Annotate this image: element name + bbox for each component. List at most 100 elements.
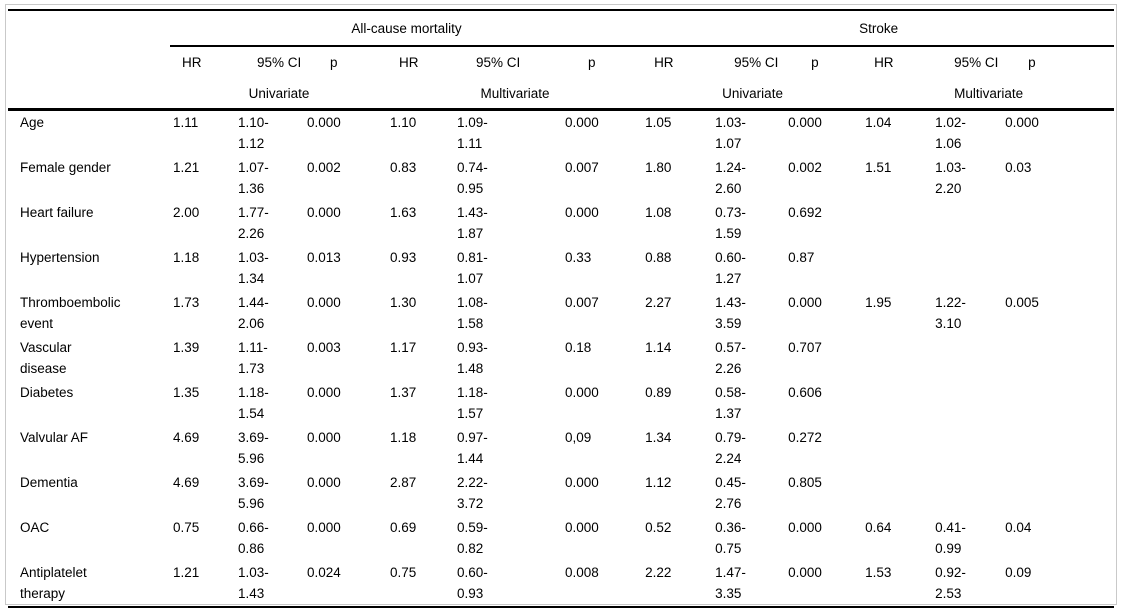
p-value: 0.005: [1005, 295, 1039, 310]
hr-value: 0.93: [390, 250, 417, 265]
hr-value: 2.87: [390, 475, 417, 490]
p-value: [1002, 336, 1114, 381]
row-label: Diabetes: [20, 385, 74, 400]
p-value: 0.272: [788, 430, 822, 445]
ci-value: 1.47- 3.35: [715, 565, 746, 601]
hr-value: 1.34: [645, 430, 672, 445]
ci-value: 1.44- 2.06: [238, 295, 269, 331]
ci-value: 0.92- 2.53: [935, 565, 966, 601]
hr-value: 1.30: [390, 295, 417, 310]
ci-value: 0.73- 1.59: [715, 205, 746, 241]
ci-value: 0.79- 2.24: [715, 430, 746, 466]
hr-value: 0.83: [390, 160, 417, 175]
hr-value: 1.51: [865, 160, 892, 175]
p-value: 0.008: [565, 565, 599, 580]
col-header-p: p: [1028, 55, 1036, 70]
ci-value: [932, 336, 1002, 381]
results-table: All-cause mortality Stroke HR 95% CI p H…: [8, 9, 1115, 608]
ci-value: 1.22- 3.10: [935, 295, 966, 331]
p-value: 0.002: [307, 160, 341, 175]
hr-value: 1.37: [390, 385, 417, 400]
ci-value: 1.77- 2.26: [238, 205, 269, 241]
group-header-row: All-cause mortality Stroke: [8, 10, 1115, 47]
hr-value: 1.21: [173, 160, 200, 175]
col-header-p: p: [330, 55, 338, 70]
hr-value: 1.04: [865, 115, 892, 130]
p-value: 0.007: [565, 160, 599, 175]
ci-value: 0.60- 1.27: [715, 250, 746, 286]
row-label: Age: [20, 115, 45, 130]
hr-value: 1.11: [173, 115, 199, 130]
hr-value: 1.14: [645, 340, 672, 355]
ci-value: [932, 246, 1002, 291]
ci-value: 1.18- 1.54: [238, 385, 269, 421]
ci-value: 0.74- 0.95: [457, 160, 488, 196]
row-label: Valvular AF: [20, 430, 89, 445]
ci-value: [932, 471, 1002, 516]
hr-value: 1.80: [645, 160, 672, 175]
ci-value: 1.03- 2.20: [935, 160, 966, 196]
col-header-ci: 95% CI: [476, 55, 521, 70]
row-label: Hypertension: [20, 250, 100, 265]
p-value: 0.000: [788, 295, 822, 310]
hr-value: 0.89: [645, 385, 672, 400]
hr-value: [862, 246, 932, 291]
hr-value: 1.08: [645, 205, 672, 220]
ci-value: 0.36- 0.75: [715, 520, 746, 556]
p-value: 0.03: [1005, 160, 1032, 175]
hr-value: [862, 201, 932, 246]
col-header-hr: HR: [399, 55, 419, 70]
ci-value: 0.93- 1.48: [457, 340, 488, 376]
analysis-header-multivariate: Multivariate: [387, 78, 643, 111]
hr-value: 1.35: [173, 385, 200, 400]
ci-value: 1.08- 1.58: [457, 295, 488, 331]
analysis-header-univariate: Univariate: [642, 78, 863, 111]
col-header-ci: 95% CI: [954, 55, 999, 70]
ci-value: 1.11- 1.73: [238, 340, 268, 376]
analysis-header-row: Univariate Multivariate Univariate Multi…: [8, 78, 1115, 111]
table-row: Female gender 1.21 1.07- 1.36 0.002 0.83…: [8, 156, 1114, 201]
p-value: 0.000: [1005, 115, 1039, 130]
hr-value: [862, 471, 932, 516]
empty-label-cell: [8, 78, 170, 111]
p-value: 0.000: [307, 205, 341, 220]
p-value: 0.024: [307, 565, 341, 580]
p-value: 0.000: [565, 520, 599, 535]
p-value: 0.33: [565, 250, 592, 265]
row-label: Antiplatelet therapy: [20, 565, 87, 601]
p-value: 0.003: [307, 340, 341, 355]
ci-value: 3.69- 5.96: [238, 430, 269, 466]
table-header: All-cause mortality Stroke HR 95% CI p H…: [8, 10, 1115, 111]
hr-value: 0.75: [173, 520, 200, 535]
ci-value: 0.41- 0.99: [935, 520, 966, 556]
row-label: Thromboembolic event: [20, 295, 121, 331]
p-value: [1002, 381, 1114, 426]
p-value: 0.000: [307, 430, 341, 445]
row-label: Heart failure: [20, 205, 94, 220]
hr-value: 0.88: [645, 250, 672, 265]
hr-value: 1.12: [645, 475, 672, 490]
table-body: Age 1.11 1.10- 1.12 0.000 1.10 1.09- 1.1…: [8, 110, 1114, 608]
p-value: 0.002: [788, 160, 822, 175]
ci-value: [932, 201, 1002, 246]
p-value: 0.09: [1005, 565, 1032, 580]
p-value: 0.000: [788, 565, 822, 580]
ci-value: 0.81- 1.07: [457, 250, 488, 286]
p-value: 0.000: [788, 115, 822, 130]
hr-value: 1.73: [173, 295, 200, 310]
hr-value: 2.27: [645, 295, 672, 310]
ci-value: 1.07- 1.36: [238, 160, 269, 196]
ci-value: 1.02- 1.06: [935, 115, 966, 151]
p-value: [1002, 471, 1114, 516]
ci-value: 0.66- 0.86: [238, 520, 269, 556]
hr-value: [862, 381, 932, 426]
ci-value: 0.59- 0.82: [457, 520, 488, 556]
ci-value: 1.43- 3.59: [715, 295, 746, 331]
ci-value: 2.22- 3.72: [457, 475, 488, 511]
p-value: 0.606: [788, 385, 822, 400]
ci-value: 0.45- 2.76: [715, 475, 746, 511]
ci-value: 1.03- 1.34: [238, 250, 269, 286]
p-value: 0.692: [788, 205, 822, 220]
hr-value: 1.18: [390, 430, 417, 445]
